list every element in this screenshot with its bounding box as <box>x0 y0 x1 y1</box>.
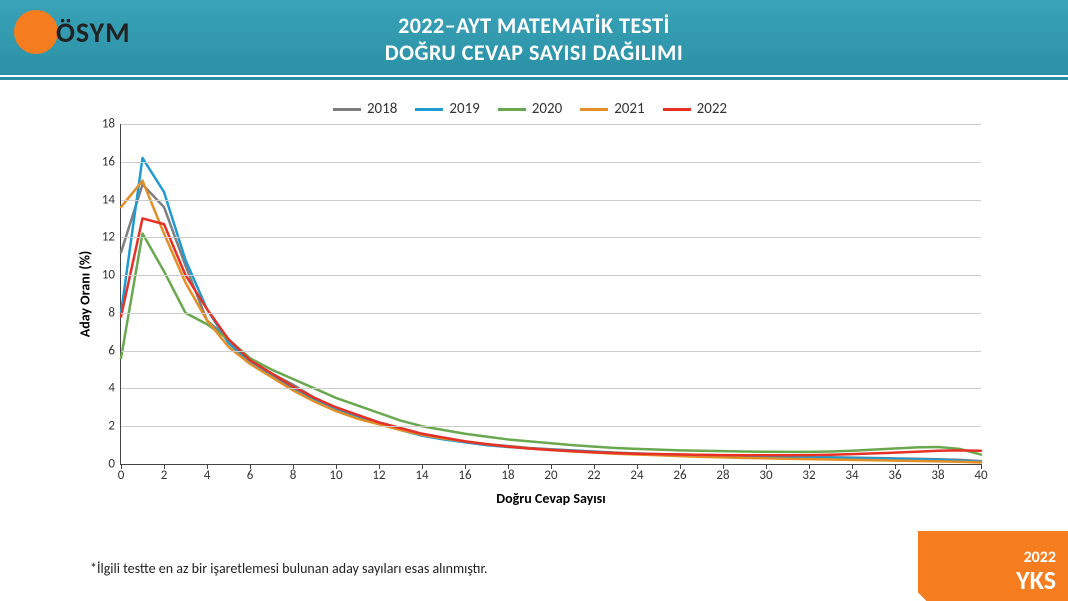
corner-label: YKS <box>1016 566 1056 595</box>
y-tick-label: 16 <box>102 154 121 169</box>
chart-svg <box>121 124 981 464</box>
series-line <box>121 218 981 455</box>
x-tick-label: 36 <box>888 464 901 483</box>
gridline <box>121 275 981 276</box>
gridline <box>121 351 981 352</box>
series-line <box>121 184 981 461</box>
x-tick-label: 10 <box>329 464 342 483</box>
y-tick-label: 2 <box>108 419 121 434</box>
y-tick-label: 8 <box>108 305 121 320</box>
x-tick-label: 12 <box>372 464 385 483</box>
x-tick-label: 38 <box>931 464 944 483</box>
header: ÖSYM 2022–AYT MATEMATİK TESTİ DOĞRU CEVA… <box>0 0 1068 80</box>
footnote: *İlgili testte en az bir işaretlemesi bu… <box>90 560 487 577</box>
series-line <box>121 234 981 455</box>
legend: 2018 2019 2020 2021 2022 <box>80 100 980 118</box>
x-tick-label: 8 <box>290 464 297 483</box>
legend-item: 2018 <box>333 100 397 118</box>
x-tick-label: 24 <box>630 464 643 483</box>
y-tick-label: 12 <box>102 230 121 245</box>
legend-item: 2019 <box>415 100 479 118</box>
x-tick-label: 14 <box>415 464 428 483</box>
x-tick-label: 32 <box>802 464 815 483</box>
plot-area: Aday Oranı (%) Doğru Cevap Sayısı 024681… <box>120 124 981 465</box>
gridline <box>121 237 981 238</box>
y-axis-title: Aday Oranı (%) <box>77 251 94 338</box>
x-tick-label: 18 <box>501 464 514 483</box>
x-tick-label: 20 <box>544 464 557 483</box>
y-tick-label: 6 <box>108 343 121 358</box>
x-axis-title: Doğru Cevap Sayısı <box>496 490 605 507</box>
series-line <box>121 181 981 463</box>
gridline <box>121 124 981 125</box>
gridline <box>121 162 981 163</box>
gridline <box>121 426 981 427</box>
logo-text: ÖSYM <box>56 15 131 50</box>
osym-logo: ÖSYM <box>14 10 131 54</box>
x-tick-label: 16 <box>458 464 471 483</box>
y-tick-label: 14 <box>102 192 121 207</box>
legend-item: 2021 <box>580 100 644 118</box>
corner-text: 2022 YKS <box>1016 549 1056 595</box>
x-tick-label: 40 <box>974 464 987 483</box>
gridline <box>121 388 981 389</box>
y-tick-label: 4 <box>108 381 121 396</box>
x-tick-label: 6 <box>247 464 254 483</box>
series-line <box>121 158 981 462</box>
x-tick-label: 0 <box>118 464 125 483</box>
gridline <box>121 200 981 201</box>
x-tick-label: 30 <box>759 464 772 483</box>
title-line-2: DOĞRU CEVAP SAYISI DAĞILIMI <box>0 39 1068 66</box>
x-tick-label: 34 <box>845 464 858 483</box>
y-tick-label: 10 <box>102 268 121 283</box>
title-line-1: 2022–AYT MATEMATİK TESTİ <box>0 0 1068 39</box>
logo-circle-icon <box>14 10 58 54</box>
x-tick-label: 26 <box>673 464 686 483</box>
x-tick-label: 28 <box>716 464 729 483</box>
gridline <box>121 313 981 314</box>
y-tick-label: 18 <box>102 117 121 132</box>
x-tick-label: 4 <box>204 464 211 483</box>
x-tick-label: 22 <box>587 464 600 483</box>
corner-badge: 2022 YKS <box>918 531 1068 601</box>
legend-item: 2022 <box>663 100 727 118</box>
x-tick-label: 2 <box>161 464 168 483</box>
chart-container: 20182019202020212022 Aday Oranı (%) Doğr… <box>80 100 980 530</box>
legend-item: 2020 <box>498 100 562 118</box>
